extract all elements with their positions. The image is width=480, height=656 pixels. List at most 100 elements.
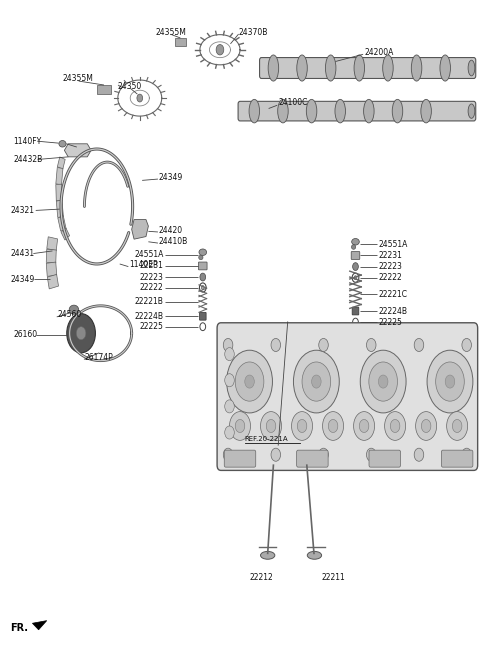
Ellipse shape — [261, 552, 275, 560]
Circle shape — [223, 448, 233, 461]
Text: 22223: 22223 — [378, 262, 402, 271]
Circle shape — [225, 374, 234, 387]
Text: 24410B: 24410B — [159, 237, 188, 245]
Polygon shape — [61, 228, 70, 240]
Text: 24420: 24420 — [159, 226, 183, 234]
Polygon shape — [56, 200, 63, 217]
Circle shape — [452, 419, 462, 432]
Circle shape — [378, 375, 388, 388]
Ellipse shape — [307, 552, 322, 560]
Circle shape — [360, 350, 406, 413]
Circle shape — [293, 350, 339, 413]
Circle shape — [462, 448, 471, 461]
Ellipse shape — [411, 55, 422, 81]
Text: 24349: 24349 — [159, 173, 183, 182]
Text: 26174P: 26174P — [85, 353, 114, 362]
Polygon shape — [58, 216, 66, 231]
Ellipse shape — [306, 99, 317, 123]
Circle shape — [427, 350, 473, 413]
Ellipse shape — [199, 249, 206, 255]
Circle shape — [200, 273, 205, 281]
Text: 22231: 22231 — [378, 251, 402, 260]
Circle shape — [245, 375, 254, 388]
Circle shape — [216, 45, 224, 55]
Polygon shape — [132, 220, 148, 239]
Ellipse shape — [69, 305, 79, 314]
Text: 22225: 22225 — [140, 322, 164, 331]
FancyBboxPatch shape — [238, 101, 476, 121]
Ellipse shape — [278, 99, 288, 123]
Ellipse shape — [249, 99, 260, 123]
Circle shape — [354, 411, 374, 440]
Circle shape — [414, 338, 424, 352]
Polygon shape — [33, 621, 47, 630]
Text: 1140FY: 1140FY — [13, 136, 42, 146]
Text: 24355M: 24355M — [62, 74, 93, 83]
Ellipse shape — [468, 104, 475, 118]
Text: 24560: 24560 — [58, 310, 82, 319]
Text: 22224B: 22224B — [135, 312, 164, 321]
Text: 22212: 22212 — [250, 573, 273, 582]
Polygon shape — [175, 38, 186, 46]
Circle shape — [436, 362, 464, 401]
Ellipse shape — [297, 55, 307, 81]
Circle shape — [201, 285, 204, 289]
Text: 24200A: 24200A — [364, 48, 394, 57]
Text: 22225: 22225 — [378, 318, 402, 327]
Ellipse shape — [351, 245, 356, 249]
Circle shape — [235, 362, 264, 401]
Circle shape — [302, 362, 331, 401]
Circle shape — [390, 419, 400, 432]
Ellipse shape — [199, 255, 203, 260]
Text: 24551A: 24551A — [378, 240, 408, 249]
Circle shape — [369, 362, 397, 401]
Circle shape — [225, 348, 234, 361]
Polygon shape — [97, 85, 111, 94]
Ellipse shape — [383, 55, 393, 81]
Circle shape — [360, 419, 369, 432]
Circle shape — [319, 338, 328, 352]
Text: 22231: 22231 — [140, 262, 164, 270]
Circle shape — [271, 338, 281, 352]
Text: 22223: 22223 — [140, 272, 164, 281]
Polygon shape — [47, 237, 58, 251]
Text: 26160: 26160 — [13, 330, 37, 339]
Ellipse shape — [421, 99, 432, 123]
Text: 24370B: 24370B — [239, 28, 268, 37]
Ellipse shape — [59, 140, 66, 147]
Text: 24349: 24349 — [11, 274, 35, 283]
Circle shape — [384, 411, 406, 440]
Polygon shape — [58, 157, 65, 169]
FancyBboxPatch shape — [199, 262, 207, 270]
Text: 24431: 24431 — [11, 249, 35, 258]
Circle shape — [328, 419, 338, 432]
Circle shape — [354, 276, 357, 279]
FancyBboxPatch shape — [217, 323, 478, 470]
Circle shape — [291, 411, 312, 440]
Circle shape — [366, 448, 376, 461]
Ellipse shape — [354, 55, 364, 81]
Text: 22221B: 22221B — [135, 297, 164, 306]
Ellipse shape — [352, 239, 360, 245]
FancyBboxPatch shape — [260, 58, 476, 79]
Circle shape — [297, 419, 307, 432]
Text: 22224B: 22224B — [378, 306, 408, 316]
Ellipse shape — [325, 55, 336, 81]
Text: 24321: 24321 — [11, 206, 35, 215]
Text: 22222: 22222 — [378, 273, 402, 282]
Text: 24551A: 24551A — [134, 251, 164, 259]
Circle shape — [261, 411, 281, 440]
Ellipse shape — [440, 55, 450, 81]
Polygon shape — [64, 144, 91, 157]
Text: 22221C: 22221C — [378, 289, 408, 298]
Text: 24100C: 24100C — [278, 98, 308, 107]
FancyBboxPatch shape — [199, 312, 206, 320]
Circle shape — [312, 375, 321, 388]
Text: FR.: FR. — [10, 623, 28, 634]
Text: 24350: 24350 — [117, 82, 142, 91]
Polygon shape — [48, 274, 59, 289]
Circle shape — [227, 350, 273, 413]
Ellipse shape — [335, 99, 346, 123]
Text: REF.20-221A: REF.20-221A — [245, 436, 288, 442]
Circle shape — [266, 419, 276, 432]
